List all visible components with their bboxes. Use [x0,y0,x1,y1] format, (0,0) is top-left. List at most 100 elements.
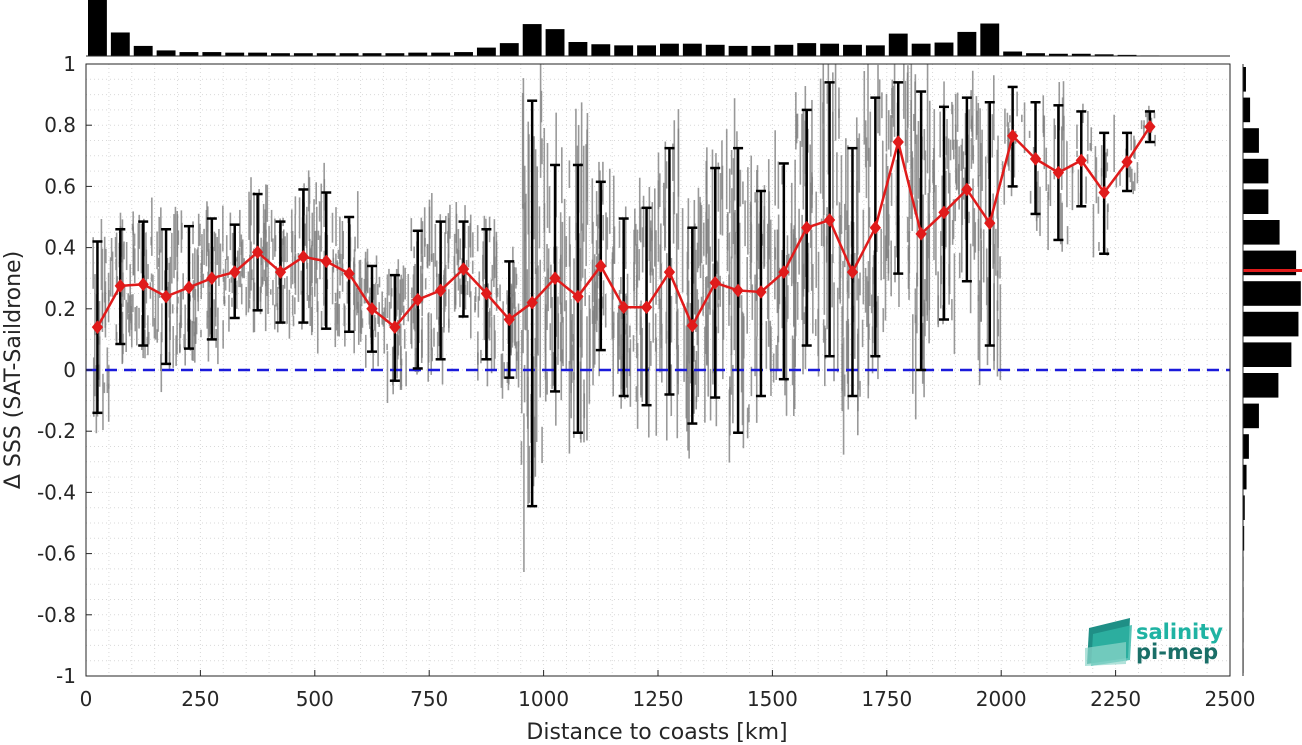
mean-marker [961,182,973,197]
mean-marker [892,135,904,149]
right-hist-bar [1243,403,1259,429]
mean-marker [206,271,218,285]
top-hist-bar [271,53,290,56]
top-hist-bar [316,53,336,56]
top-hist-bar [431,52,451,56]
top-histogram [88,0,1160,56]
mean-marker [412,292,424,307]
mean-marker [229,265,241,279]
x-axis-label: Distance to coasts [km] [526,720,787,745]
mean-marker [846,265,859,279]
right-hist-bar [1243,128,1259,153]
right-hist-bar [1243,526,1245,551]
x-tick-label: 2000 [976,687,1027,711]
axes-frames [85,55,1244,677]
mean-marker [1052,165,1065,180]
top-hist-bar [1117,54,1137,56]
mean-marker [984,216,996,230]
top-hist-bar [362,53,382,56]
top-hist-bar [774,44,794,56]
mean-marker [320,254,332,269]
top-hist-bar [728,45,748,56]
top-hist-bar [476,47,496,56]
y-tick-label: 1 [63,52,76,76]
x-tick-label: 2500 [1205,687,1256,711]
x-tick-label: 0 [80,687,93,711]
right-hist-bar [1243,220,1280,245]
mean-marker [618,300,630,315]
mean-marker [1144,119,1156,134]
right-hist-bar [1243,495,1245,520]
mean-marker [778,265,790,279]
mean-marker [457,262,470,276]
x-tick-label: 1750 [861,687,912,711]
right-hist-bar [1243,281,1301,306]
top-hist-bar [911,43,931,56]
logo-text-pi-mep: pi-mep [1136,640,1218,664]
top-hist-bar [751,45,771,56]
top-hist-bar [454,52,473,56]
top-hist-bar [248,52,268,56]
mean-marker [137,277,149,292]
y-axis-label: Δ SSS (SAT-Saildrone) [1,251,26,489]
error-bars [92,81,1155,508]
y-tick-label: -0.6 [37,542,76,566]
mean-marker [480,286,493,301]
y-tick-label: -0.4 [37,480,76,504]
mean-marker [663,265,676,279]
mean-marker [823,213,836,227]
right-hist-bar [1243,158,1269,184]
mean-marker [686,318,698,333]
mean-marker [640,300,653,315]
logo-mark-icon [1085,618,1132,666]
right-hist-bar [1243,311,1299,337]
top-hist-bar [957,31,977,56]
y-tick-label: 0.2 [44,297,76,321]
grid [86,64,1230,676]
x-tick-label: 750 [410,687,448,711]
mean-marker [1075,153,1087,168]
mean-marker [526,295,538,310]
y-tick-label: 0.6 [44,174,76,198]
top-hist-bar [614,45,634,56]
top-hist-bar [133,45,153,56]
mean-marker [183,280,195,295]
top-hist-bar [843,44,862,56]
top-hist-bar [545,29,565,56]
top-hist-bar [1003,51,1023,56]
top-hist-bar [202,52,222,56]
top-hist-bar [660,43,679,56]
top-hist-bar [591,44,611,56]
top-hist-bar [1071,53,1091,56]
x-tick-label: 1000 [518,687,569,711]
top-hist-bar [225,52,245,56]
y-tick-label: -0.2 [37,419,76,443]
logo-text-salinity: salinity [1136,620,1223,644]
right-hist-bar [1243,189,1269,214]
mean-marker [938,205,950,220]
top-hist-bar [980,23,1000,56]
mean-marker [755,285,767,299]
mean-marker [869,220,882,235]
top-hist-bar [568,42,588,56]
mean-markers [91,119,1156,334]
right-hist-bar [1243,67,1246,92]
top-hist-bar [179,52,199,56]
top-hist-bar [110,32,130,56]
mean-marker [91,320,104,334]
top-hist-bar [934,42,954,56]
top-hist-bar [499,43,519,56]
x-tick-label: 1250 [633,687,684,711]
salinity-pi-mep-logo: salinity pi-mep [1085,618,1223,666]
mean-marker [251,245,264,259]
top-hist-bar [682,43,702,56]
top-hist-bar [1048,53,1068,56]
right-hist-bar [1243,342,1292,367]
y-tick-label: -0.8 [37,603,76,627]
mean-marker [549,271,561,285]
mean-marker [1098,185,1110,200]
mean-marker [1121,155,1133,169]
top-hist-bar [339,53,359,56]
right-histogram [1243,67,1302,673]
